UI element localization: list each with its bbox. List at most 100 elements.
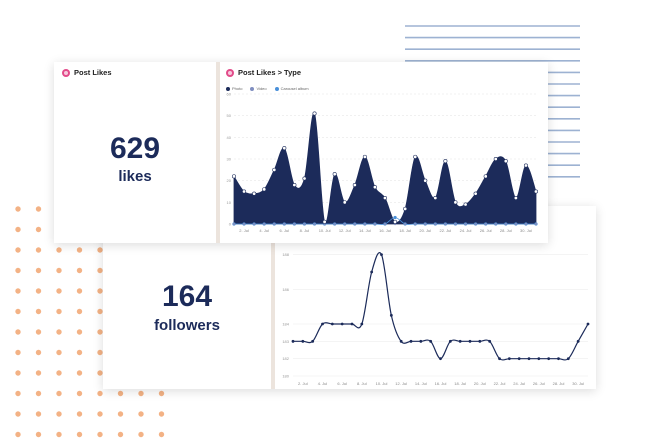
instagram-icon: [226, 68, 234, 77]
legend-item-photo: Photo: [226, 86, 242, 91]
data-point-video: [444, 222, 447, 226]
x-tick-label: 24. Jul: [460, 228, 472, 233]
data-point-followers: [380, 253, 383, 257]
data-point-photo: [423, 178, 428, 183]
decorative-dot: [117, 390, 124, 397]
decorative-dot: [35, 206, 42, 212]
data-point-followers: [507, 357, 511, 361]
likes-card: Post Likes 629 likes Post Likes > Type P…: [54, 62, 548, 243]
x-tick-label: 6. Jul: [280, 228, 290, 233]
x-tick-label: 14. Jul: [359, 228, 371, 233]
data-point-video: [353, 222, 356, 226]
data-point-photo: [342, 200, 347, 205]
followers-line-chart: 180 182 183 184 186 188 2. Jul 4. Jul 6. Jul 8. J…: [282, 252, 590, 386]
decorative-dot: [76, 411, 83, 417]
decorative-dot: [35, 226, 42, 233]
x-tick-label: 12. Jul: [395, 381, 407, 386]
data-point-photo: [383, 196, 388, 201]
data-point-followers: [419, 339, 423, 343]
decorative-dot: [97, 247, 103, 253]
data-point-video: [273, 222, 276, 226]
x-tick-label: 10. Jul: [319, 228, 331, 233]
decorative-dot: [15, 267, 21, 274]
data-point-photo: [453, 200, 458, 205]
legend-item-carousel: Carousel album: [274, 86, 309, 91]
data-point-followers: [389, 313, 393, 317]
y-tick-label: 182: [282, 356, 289, 361]
x-tick-label: 26. Jul: [480, 228, 492, 233]
data-point-followers: [458, 339, 462, 343]
decorative-dot: [35, 267, 42, 274]
decorative-dot: [76, 349, 83, 356]
data-point-video: [232, 222, 236, 226]
x-tick-label: 10. Jul: [376, 381, 388, 386]
decorative-dot: [35, 288, 42, 294]
legend-dot-video: [250, 86, 255, 91]
decorative-dot: [56, 411, 62, 417]
decorative-dot: [97, 329, 103, 335]
x-tick-label: 30. Jul: [520, 228, 532, 233]
instagram-icon: [62, 68, 70, 77]
data-point-photo: [503, 159, 508, 164]
data-point-video: [474, 222, 477, 226]
x-tick-label: 30. Jul: [572, 381, 584, 386]
x-tick-label: 18. Jul: [399, 228, 411, 233]
data-point-photo: [252, 191, 257, 196]
decorative-dot: [117, 431, 124, 438]
data-point-video: [313, 222, 316, 226]
data-point-video: [534, 222, 538, 226]
data-point-video: [343, 222, 346, 226]
data-point-video: [383, 222, 387, 226]
decorative-dot: [97, 431, 103, 438]
data-point-followers: [488, 339, 492, 343]
data-point-video: [363, 222, 367, 226]
data-point-followers: [547, 357, 551, 361]
data-point-followers: [537, 357, 541, 361]
y-tick-label: 30: [227, 157, 232, 162]
y-tick-label: 0: [229, 222, 232, 227]
data-point-photo: [433, 196, 438, 201]
chart-legend: Photo Video Carousel album: [226, 86, 309, 91]
data-point-video: [283, 222, 286, 226]
likes-area-chart: 0 10 20 30 40 50 60 2. Jul 4. Jul 6. Jul 8. Jul 10.…: [227, 92, 538, 233]
decorative-dot: [138, 411, 144, 417]
data-point-photo: [362, 154, 367, 159]
decorative-dot: [35, 329, 42, 335]
likes-label: likes: [118, 168, 152, 185]
data-point-video: [494, 222, 497, 226]
x-tick-label: 28. Jul: [500, 228, 512, 233]
decorative-dot: [76, 431, 83, 438]
x-tick-label: 28. Jul: [553, 381, 565, 386]
y-tick-label: 188: [282, 252, 289, 257]
x-tick-label: 14. Jul: [415, 381, 427, 386]
x-tick-label: 20. Jul: [419, 228, 431, 233]
data-point-photo: [262, 187, 267, 192]
data-point-photo: [272, 167, 277, 172]
x-tick-label: 26. Jul: [533, 381, 545, 386]
decorative-dot: [56, 267, 62, 274]
x-tick-label: 4. Jul: [259, 228, 269, 233]
decorative-dot: [15, 411, 21, 417]
likes-panel-title: Post Likes: [62, 68, 112, 77]
data-point-photo: [232, 174, 237, 179]
data-point-video: [514, 222, 518, 226]
data-point-followers: [439, 357, 442, 361]
decorative-dot: [76, 247, 83, 253]
data-point-photo: [483, 174, 488, 179]
legend-label-video: Video: [256, 86, 267, 91]
data-point-photo: [533, 189, 538, 194]
data-point-followers: [478, 339, 482, 343]
decorative-dot: [97, 390, 103, 397]
data-point-followers: [576, 339, 580, 343]
decorative-dot: [35, 411, 42, 417]
decorative-dot: [15, 206, 21, 212]
x-tick-label: 12. Jul: [339, 228, 351, 233]
decorative-dot: [158, 411, 165, 417]
y-tick-label: 60: [227, 92, 232, 97]
data-point-followers: [311, 339, 315, 343]
decorative-dot: [158, 390, 165, 397]
data-point-photo: [493, 157, 498, 162]
data-point-followers: [517, 357, 521, 361]
type-panel-title: Post Likes > Type: [226, 68, 301, 77]
data-point-photo: [322, 219, 327, 224]
